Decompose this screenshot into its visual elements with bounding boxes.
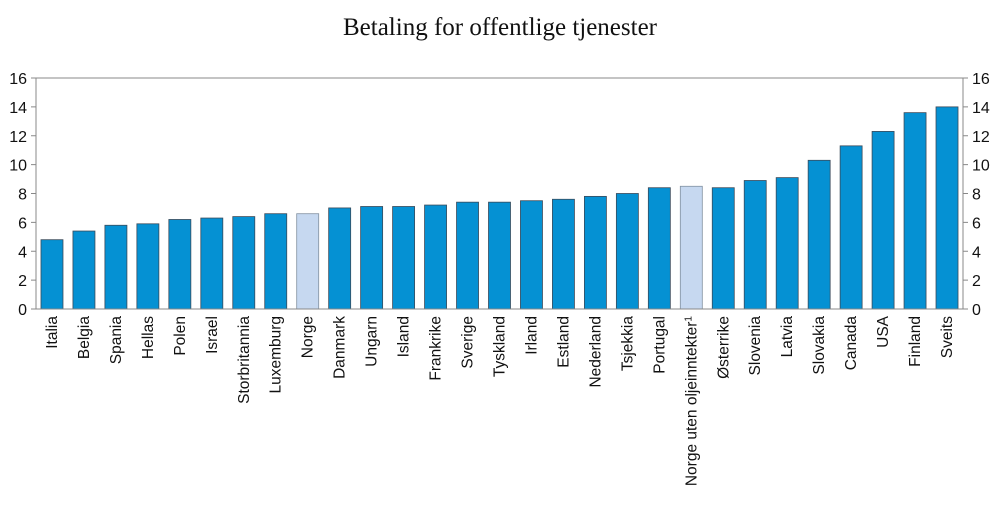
bar-slovenia — [743, 180, 767, 310]
y-tick-label-right: 16 — [972, 71, 990, 88]
y-tick-label-left: 0 — [18, 302, 27, 319]
x-tick-label: Sverige — [460, 316, 477, 369]
bar-israel — [200, 217, 224, 310]
bar-latvia — [775, 177, 799, 310]
x-tick-label: Irland — [523, 316, 540, 355]
y-tick-label-right: 8 — [972, 187, 981, 204]
bar-tyskland — [488, 201, 511, 310]
bar-sverige — [456, 201, 479, 310]
y-tick-label-left: 12 — [9, 129, 27, 146]
y-tick-label-left: 8 — [18, 187, 27, 204]
x-tick-label: Ungarn — [364, 316, 381, 367]
x-tick-label: Finland — [907, 316, 924, 367]
y-tick-label-left: 14 — [9, 100, 27, 117]
bar-ungarn — [360, 206, 384, 310]
bar-belgia — [72, 230, 96, 310]
y-tick-label-right: 14 — [972, 100, 990, 117]
x-tick-label: Belgia — [76, 316, 93, 359]
x-tick-label: Sveits — [939, 316, 956, 358]
bar-hellas — [136, 223, 160, 310]
bar-nederland — [583, 195, 607, 310]
bar-frankrike — [424, 204, 447, 310]
y-tick-label-left: 10 — [9, 158, 27, 175]
bar-sveits — [935, 106, 959, 310]
x-tick-label: Østerrike — [715, 316, 732, 379]
y-tick-label-right: 2 — [972, 273, 981, 290]
x-tick-label: Italia — [44, 316, 61, 349]
bar-italia — [40, 239, 64, 310]
y-tick-label-right: 10 — [972, 158, 990, 175]
x-tick-label: Luxemburg — [268, 316, 285, 394]
x-tick-label: Spania — [108, 316, 125, 365]
bar-tsjekkia — [615, 193, 639, 310]
bar-slovakia — [807, 159, 831, 310]
x-tick-label: Norge — [300, 316, 317, 358]
x-tick-label: USA — [875, 315, 892, 348]
x-tick-label: Slovakia — [811, 316, 828, 375]
bar-finland — [903, 112, 927, 310]
bar-danmark — [328, 207, 352, 310]
bar-østerrike — [711, 187, 735, 310]
x-tick-label: Latvia — [779, 316, 796, 358]
bar-canada — [839, 145, 863, 310]
y-tick-label-right: 12 — [972, 129, 990, 146]
y-tick-label-left: 16 — [9, 71, 27, 88]
x-tick-label: Island — [396, 316, 413, 357]
bar-usa — [871, 131, 895, 310]
x-tick-label: Norge uten oljeinntekter1 — [683, 316, 701, 487]
bar-luxemburg — [264, 213, 288, 310]
x-tick-label: Israel — [204, 316, 221, 354]
x-tick-label: Canada — [843, 316, 860, 371]
x-tick-label: Slovenia — [747, 316, 764, 376]
y-tick-label-left: 6 — [18, 215, 27, 232]
bar-norge-uten-oljeinntekter — [679, 185, 703, 310]
bar-irland — [520, 200, 543, 310]
bar-estland — [552, 198, 575, 310]
bar-norge — [296, 213, 320, 310]
x-tick-label: Tsjekkia — [619, 316, 636, 372]
y-tick-label-right: 4 — [972, 244, 981, 261]
x-tick-label: Nederland — [587, 316, 604, 388]
y-tick-label-right: 6 — [972, 215, 981, 232]
x-tick-label: Frankrike — [428, 316, 445, 381]
x-tick-label: Polen — [172, 316, 189, 356]
chart-title: Betaling for offentlige tjenester — [342, 14, 657, 41]
y-tick-label-left: 2 — [18, 273, 27, 290]
x-tick-label: Portugal — [651, 316, 668, 374]
y-tick-label-right: 0 — [972, 302, 981, 319]
bar-spania — [104, 224, 128, 310]
x-tick-label: Storbritannia — [236, 316, 253, 404]
bar-island — [392, 206, 416, 310]
footnote-marker: 1 — [683, 316, 694, 322]
bar-storbritannia — [232, 216, 256, 310]
bar-portugal — [647, 187, 671, 310]
x-tick-label: Estland — [555, 316, 572, 368]
x-tick-label: Danmark — [332, 316, 349, 379]
bar-polen — [168, 219, 192, 310]
x-tick-label: Tyskland — [492, 316, 509, 377]
y-tick-label-left: 4 — [18, 244, 27, 261]
x-tick-label: Hellas — [140, 316, 157, 359]
